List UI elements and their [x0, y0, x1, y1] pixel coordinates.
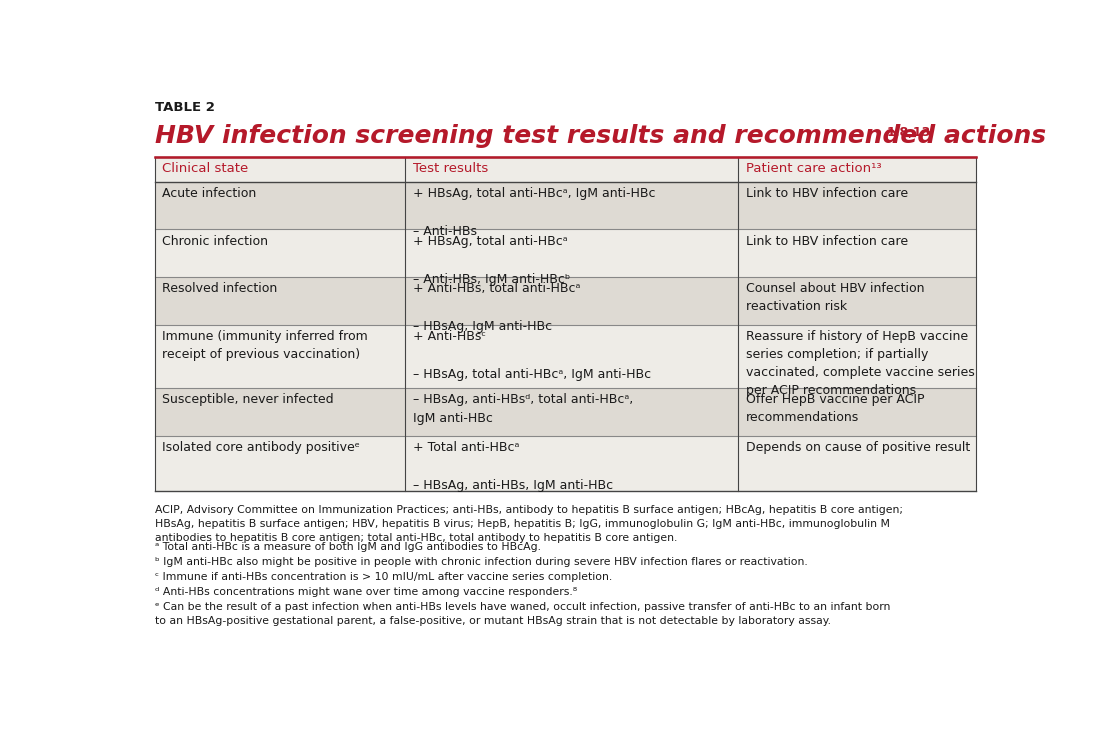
Text: Chronic infection: Chronic infection [163, 235, 268, 248]
Text: Immune (immunity inferred from
receipt of previous vaccination): Immune (immunity inferred from receipt o… [163, 330, 368, 361]
Text: – HBsAg, anti-HBsᵈ, total anti-HBcᵃ,
IgM anti-HBc: – HBsAg, anti-HBsᵈ, total anti-HBcᵃ, IgM… [412, 393, 634, 425]
Text: Reassure if history of HepB vaccine
series completion; if partially
vaccinated, : Reassure if history of HepB vaccine seri… [746, 330, 975, 397]
Text: ᶜ Immune if anti-HBs concentration is > 10 mIU/mL after vaccine series completio: ᶜ Immune if anti-HBs concentration is > … [154, 572, 612, 582]
Text: Offer HepB vaccine per ACIP
recommendations: Offer HepB vaccine per ACIP recommendati… [746, 393, 924, 424]
Text: ᵈ Anti-HBs concentrations might wane over time among vaccine responders.⁸: ᵈ Anti-HBs concentrations might wane ove… [154, 587, 576, 597]
Text: + Total anti-HBcᵃ

– HBsAg, anti-HBs, IgM anti-HBc: + Total anti-HBcᵃ – HBsAg, anti-HBs, IgM… [412, 441, 613, 492]
Text: Susceptible, never infected: Susceptible, never infected [163, 393, 334, 407]
Text: Link to HBV infection care: Link to HBV infection care [746, 235, 908, 248]
Bar [154, 181, 976, 229]
Text: Clinical state: Clinical state [163, 163, 249, 175]
Text: Patient care action¹³: Patient care action¹³ [746, 163, 881, 175]
Text: + Anti-HBs, total anti-HBcᵃ

– HBsAg, IgM anti-HBc: + Anti-HBs, total anti-HBcᵃ – HBsAg, IgM… [412, 283, 580, 333]
Bar [154, 157, 976, 181]
Text: ᵉ Can be the result of a past infection when anti-HBs levels have waned, occult : ᵉ Can be the result of a past infection … [154, 602, 890, 626]
Text: Test results: Test results [412, 163, 488, 175]
Text: + HBsAg, total anti-HBcᵃ

– Anti-HBs, IgM anti-HBcᵇ: + HBsAg, total anti-HBcᵃ – Anti-HBs, IgM… [412, 235, 570, 286]
Bar [154, 229, 976, 277]
Text: Depends on cause of positive result: Depends on cause of positive result [746, 441, 970, 454]
Text: HBV infection screening test results and recommended actions: HBV infection screening test results and… [154, 124, 1046, 148]
Text: HBV infection screening test results and recommended actions: HBV infection screening test results and… [154, 124, 1046, 148]
Text: Link to HBV infection care: Link to HBV infection care [746, 187, 908, 200]
Text: Acute infection: Acute infection [163, 187, 256, 200]
Text: 1,8,13: 1,8,13 [887, 126, 932, 139]
Bar [154, 436, 976, 491]
Text: TABLE 2: TABLE 2 [154, 101, 215, 114]
Bar [154, 325, 976, 388]
Text: ᵃ Total anti-HBc is a measure of both IgM and IgG antibodies to HBcAg.: ᵃ Total anti-HBc is a measure of both Ig… [154, 542, 540, 552]
Text: Counsel about HBV infection
reactivation risk: Counsel about HBV infection reactivation… [746, 283, 924, 313]
Text: ACIP, Advisory Committee on Immunization Practices; anti-HBs, antibody to hepati: ACIP, Advisory Committee on Immunization… [154, 505, 902, 543]
Text: + Anti-HBsᶜ

– HBsAg, total anti-HBcᵃ, IgM anti-HBc: + Anti-HBsᶜ – HBsAg, total anti-HBcᵃ, Ig… [412, 330, 651, 381]
Text: ᵇ IgM anti-HBc also might be positive in people with chronic infection during se: ᵇ IgM anti-HBc also might be positive in… [154, 557, 807, 567]
Bar [154, 277, 976, 325]
Text: Isolated core antibody positiveᵉ: Isolated core antibody positiveᵉ [163, 441, 360, 454]
Bar [154, 388, 976, 436]
Text: Resolved infection: Resolved infection [163, 283, 277, 295]
Text: + HBsAg, total anti-HBcᵃ, IgM anti-HBc

– Anti-HBs: + HBsAg, total anti-HBcᵃ, IgM anti-HBc –… [412, 187, 656, 238]
